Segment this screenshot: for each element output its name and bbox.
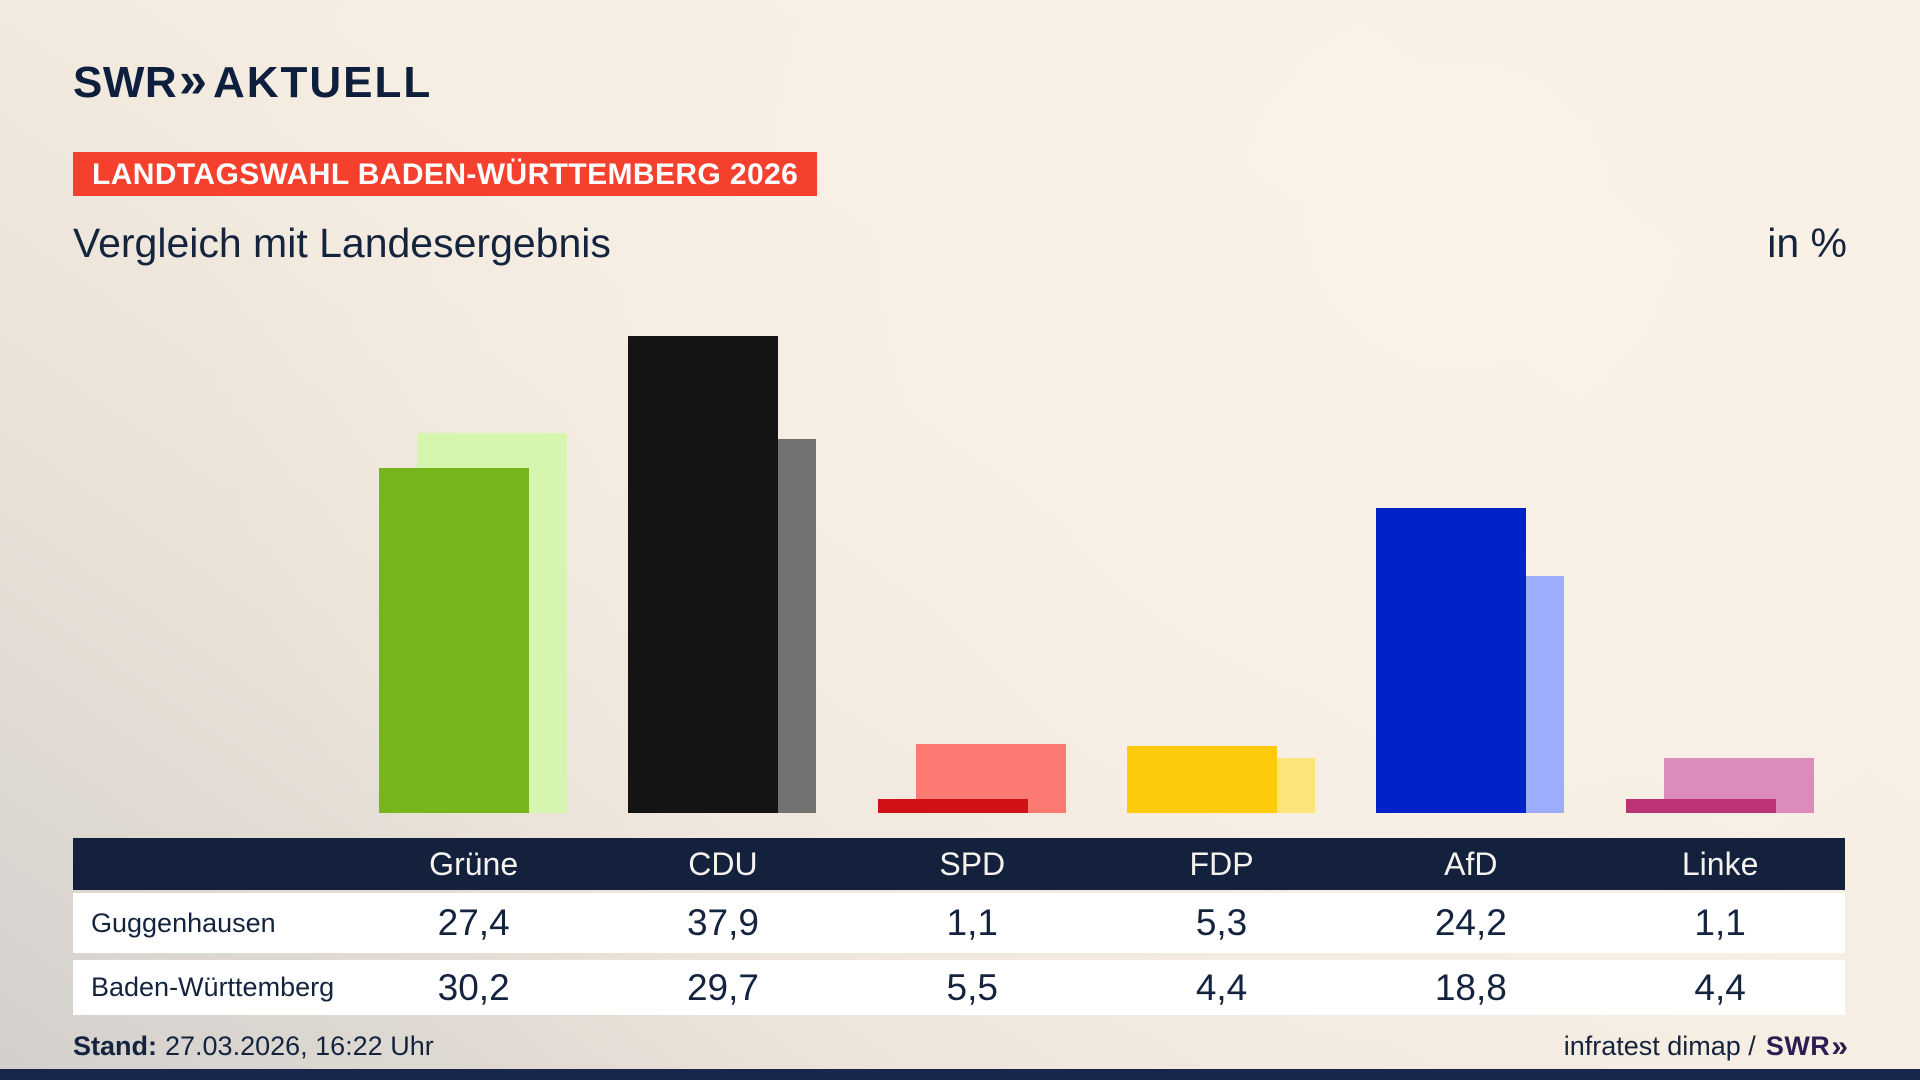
- footer-double-chevron-icon: »: [1831, 1030, 1848, 1063]
- value-cell-grüne: 30,2: [437, 966, 510, 1008]
- value-cell-afd: 18,8: [1434, 966, 1507, 1008]
- swr-footer-logo-text: SWR: [1765, 1031, 1831, 1061]
- bar-local-fdp: [1126, 746, 1277, 813]
- table-header-row: Grüne CDU SPD FDP AfD Linke: [73, 838, 1845, 890]
- table-row-guggenhausen: Guggenhausen 27,4 37,9 1,1 5,3 24,2 1,1: [73, 893, 1845, 953]
- stand-value: 27.03.2026, 16:22 Uhr: [165, 1031, 434, 1061]
- election-banner: LANDTAGSWAHL BADEN-WÜRTTEMBERG 2026: [73, 152, 818, 196]
- value-cell-spd: 1,1: [946, 902, 998, 943]
- column-header-linke: Linke: [1681, 845, 1759, 882]
- column-header-afd: AfD: [1444, 845, 1498, 882]
- stand-label: Stand:: [73, 1031, 157, 1061]
- unit-label: in %: [1767, 220, 1847, 266]
- column-header-grüne: Grüne: [429, 845, 519, 882]
- value-cell-linke: 1,1: [1694, 902, 1746, 943]
- value-cell-afd: 24,2: [1434, 902, 1507, 943]
- value-cell-cdu: 29,7: [686, 966, 759, 1008]
- swr-aktuell-logo: SWR » AKTUELL: [73, 52, 433, 108]
- row-label: Guggenhausen: [91, 907, 276, 938]
- bar-local-afd: [1376, 508, 1527, 813]
- stand-timestamp: Stand: 27.03.2026, 16:22 Uhr: [73, 1031, 434, 1062]
- table-corner-cell: [73, 838, 349, 890]
- source-attribution: infratest dimap / SWR »: [1563, 1030, 1848, 1063]
- bar-local-linke: [1625, 799, 1776, 813]
- column-header-cdu: CDU: [688, 845, 758, 882]
- page-title: Vergleich mit Landesergebnis: [73, 220, 611, 266]
- bar-local-grüne: [379, 467, 529, 813]
- bar-local-cdu: [628, 335, 779, 813]
- value-cell-linke: 4,4: [1694, 966, 1746, 1008]
- table-row-baden-wuerttemberg: Baden-Württemberg 30,2 29,7 5,5 4,4 18,8 4,4: [73, 960, 1845, 1015]
- value-cell-spd: 5,5: [946, 966, 998, 1008]
- aktuell-logo-text: AKTUELL: [212, 58, 433, 107]
- bottom-accent-bar: [0, 1069, 1920, 1080]
- column-header-spd: SPD: [939, 845, 1006, 882]
- source-text: infratest dimap /: [1563, 1031, 1756, 1061]
- column-header-fdp: FDP: [1189, 845, 1254, 882]
- value-cell-fdp: 5,3: [1195, 902, 1248, 943]
- value-cell-grüne: 27,4: [437, 902, 510, 943]
- swr-logo-text: SWR: [73, 58, 178, 107]
- double-chevron-icon: »: [179, 52, 207, 108]
- value-cell-fdp: 4,4: [1195, 966, 1248, 1008]
- value-cell-cdu: 37,9: [686, 902, 759, 943]
- row-label: Baden-Württemberg: [91, 972, 335, 1002]
- bar-local-spd: [877, 799, 1028, 813]
